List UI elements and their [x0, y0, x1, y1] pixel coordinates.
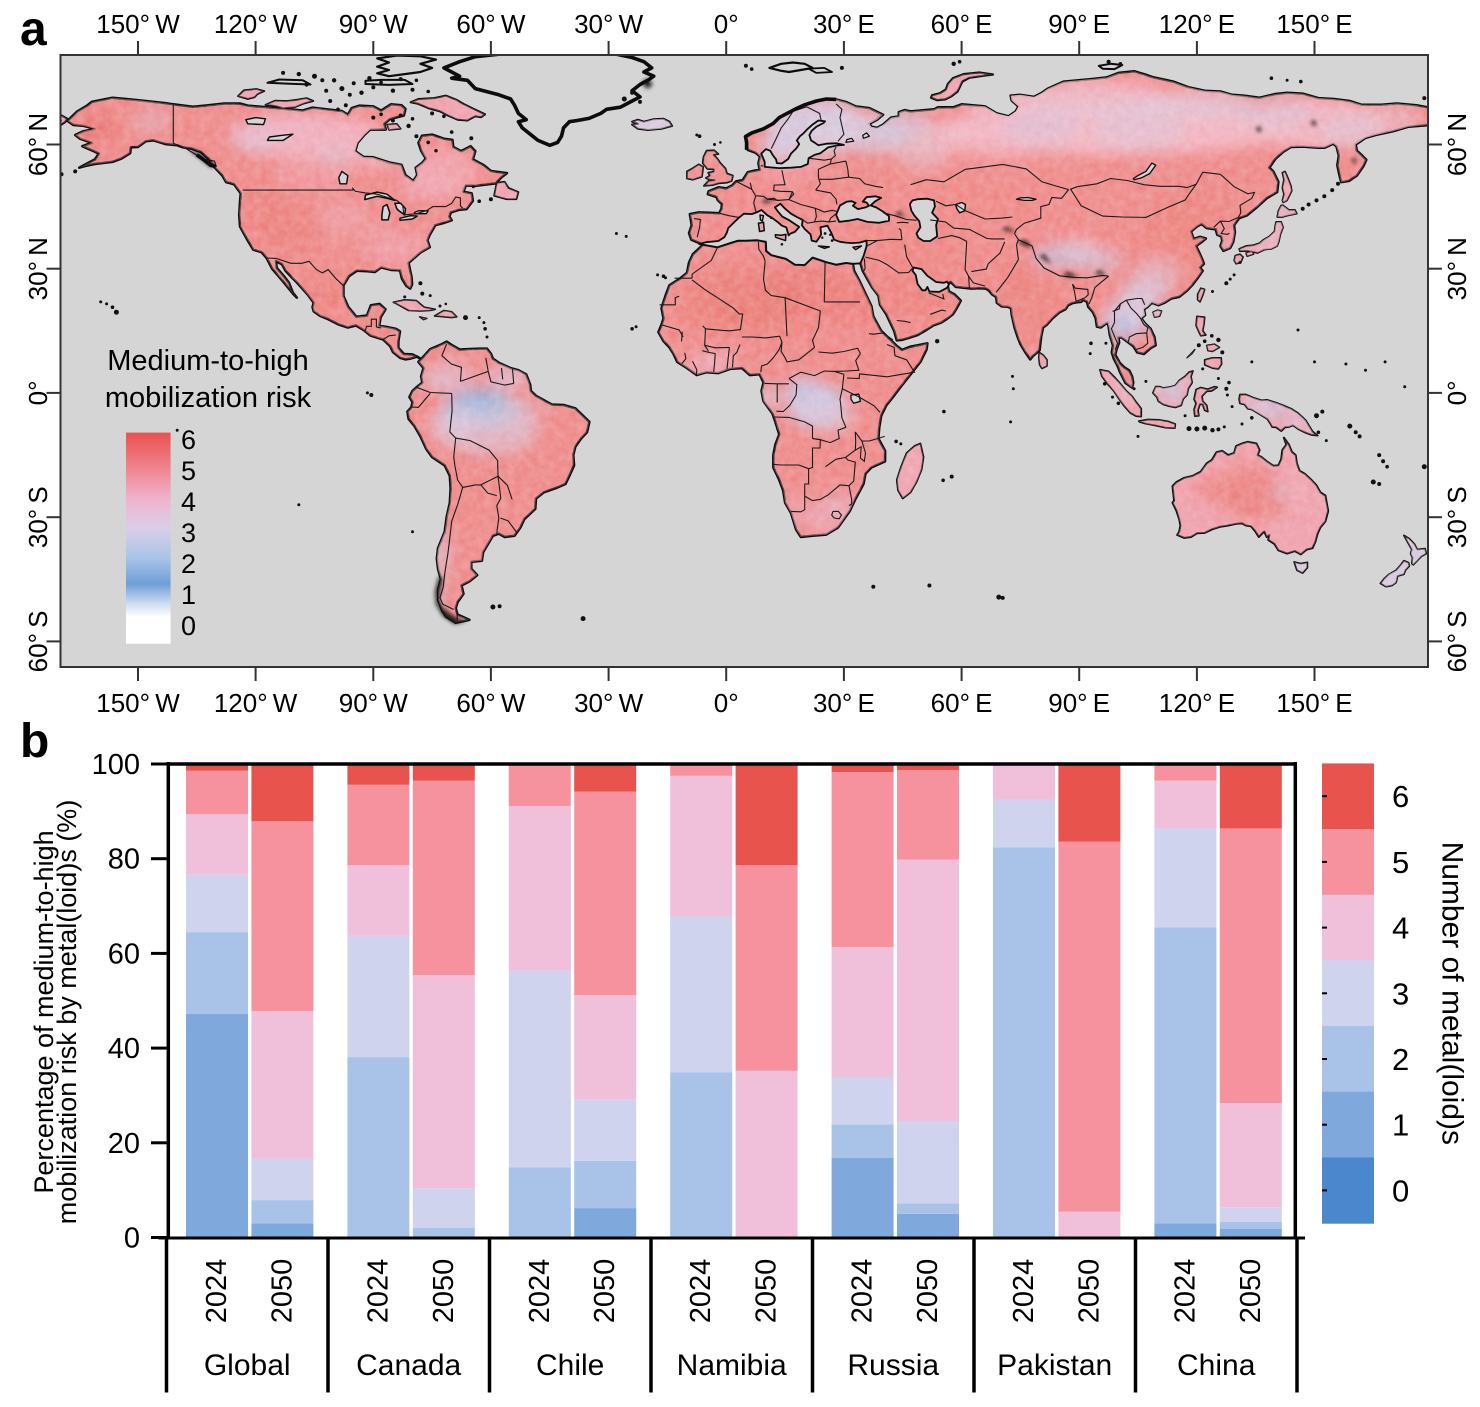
svg-text:2050: 2050: [751, 1259, 783, 1324]
svg-text:Percentage of medium-to-high: Percentage of medium-to-high: [29, 830, 59, 1193]
svg-text:0: 0: [124, 1223, 140, 1255]
svg-text:4: 4: [1392, 911, 1409, 946]
svg-text:Russia: Russia: [847, 1349, 939, 1382]
svg-text:80: 80: [108, 844, 140, 876]
svg-text:3: 3: [181, 518, 196, 548]
svg-text:60° W: 60° W: [456, 9, 526, 39]
svg-text:120° W: 120° W: [214, 9, 298, 39]
svg-text:30° N: 30° N: [23, 237, 53, 300]
svg-text:Global: Global: [204, 1349, 291, 1382]
svg-text:2024: 2024: [201, 1259, 233, 1324]
svg-text:Medium-to-high: Medium-to-high: [107, 345, 308, 377]
svg-text:30° E: 30° E: [813, 9, 875, 39]
svg-text:2024: 2024: [1008, 1259, 1040, 1324]
svg-text:Number of metal(loid)s: Number of metal(loid)s: [1436, 842, 1469, 1145]
svg-text:0°: 0°: [1442, 380, 1472, 405]
svg-text:mobilization risk by metal(loi: mobilization risk by metal(loid)s (%): [52, 800, 82, 1225]
svg-text:60° N: 60° N: [1442, 113, 1472, 176]
svg-text:20: 20: [108, 1128, 140, 1160]
svg-text:120° W: 120° W: [214, 688, 298, 718]
svg-text:1: 1: [1392, 1108, 1409, 1143]
svg-text:1: 1: [181, 580, 196, 610]
svg-text:2050: 2050: [1235, 1259, 1267, 1324]
svg-text:60° E: 60° E: [931, 9, 993, 39]
svg-text:b: b: [20, 715, 49, 768]
svg-text:60° W: 60° W: [456, 688, 526, 718]
svg-text:150° W: 150° W: [96, 688, 180, 718]
svg-text:60° S: 60° S: [23, 610, 53, 672]
svg-text:90° E: 90° E: [1048, 9, 1110, 39]
svg-text:6: 6: [1392, 779, 1409, 814]
svg-text:90° W: 90° W: [339, 688, 409, 718]
svg-text:2050: 2050: [266, 1259, 298, 1324]
svg-text:30° W: 30° W: [574, 688, 644, 718]
svg-text:90° W: 90° W: [339, 9, 409, 39]
svg-text:2024: 2024: [847, 1259, 879, 1324]
svg-text:China: China: [1177, 1349, 1256, 1382]
svg-text:2024: 2024: [362, 1259, 394, 1324]
svg-text:30° W: 30° W: [574, 9, 644, 39]
svg-text:0: 0: [1392, 1173, 1409, 1208]
svg-text:60: 60: [108, 938, 140, 970]
svg-text:2024: 2024: [1169, 1259, 1201, 1324]
svg-text:3: 3: [1392, 976, 1409, 1011]
svg-text:Chile: Chile: [536, 1349, 604, 1382]
svg-text:2024: 2024: [524, 1259, 556, 1324]
svg-text:a: a: [20, 3, 47, 56]
svg-text:40: 40: [108, 1033, 140, 1065]
svg-text:2: 2: [181, 549, 196, 579]
svg-text:150° E: 150° E: [1276, 688, 1352, 718]
svg-text:0°: 0°: [714, 688, 739, 718]
svg-text:2050: 2050: [912, 1259, 944, 1324]
svg-text:6: 6: [181, 425, 196, 455]
svg-text:Pakistan: Pakistan: [997, 1349, 1112, 1382]
svg-text:5: 5: [1392, 845, 1409, 880]
svg-text:2050: 2050: [428, 1259, 460, 1324]
svg-text:100: 100: [92, 749, 140, 781]
svg-text:2050: 2050: [1073, 1259, 1105, 1324]
svg-text:2050: 2050: [589, 1259, 621, 1324]
svg-text:0°: 0°: [23, 380, 53, 405]
svg-text:90° E: 90° E: [1048, 688, 1110, 718]
svg-text:150° W: 150° W: [96, 9, 180, 39]
svg-text:30° N: 30° N: [1442, 237, 1472, 300]
svg-text:0°: 0°: [714, 9, 739, 39]
svg-text:120° E: 120° E: [1159, 688, 1235, 718]
svg-text:60° N: 60° N: [23, 113, 53, 176]
svg-text:mobilization risk: mobilization risk: [105, 382, 312, 414]
svg-text:Namibia: Namibia: [677, 1349, 787, 1382]
svg-text:60° E: 60° E: [931, 688, 993, 718]
svg-text:30° S: 30° S: [1442, 486, 1472, 548]
svg-text:4: 4: [181, 487, 196, 517]
svg-text:150° E: 150° E: [1276, 9, 1352, 39]
svg-text:2: 2: [1392, 1042, 1409, 1077]
svg-text:30° S: 30° S: [23, 486, 53, 548]
svg-text:120° E: 120° E: [1159, 9, 1235, 39]
svg-text:0: 0: [181, 611, 196, 641]
svg-text:Canada: Canada: [356, 1349, 461, 1382]
svg-text:5: 5: [181, 456, 196, 486]
svg-text:30° E: 30° E: [813, 688, 875, 718]
svg-text:2024: 2024: [685, 1259, 717, 1324]
svg-text:60° S: 60° S: [1442, 610, 1472, 672]
